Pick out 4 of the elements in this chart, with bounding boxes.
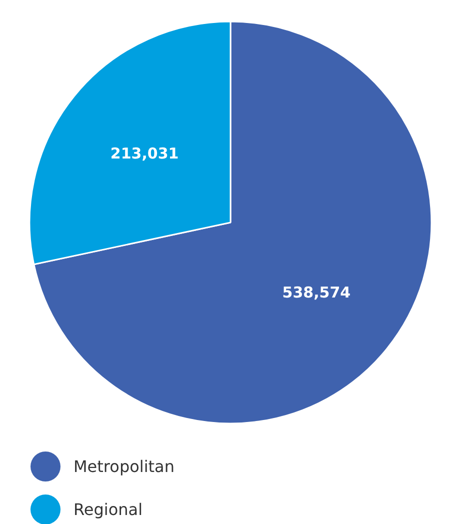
data-label: 213,031 [110,144,179,162]
data-label: 538,574 [282,284,351,302]
legend-label: Regional [74,500,143,519]
legend-label: Metropolitan [74,457,174,476]
